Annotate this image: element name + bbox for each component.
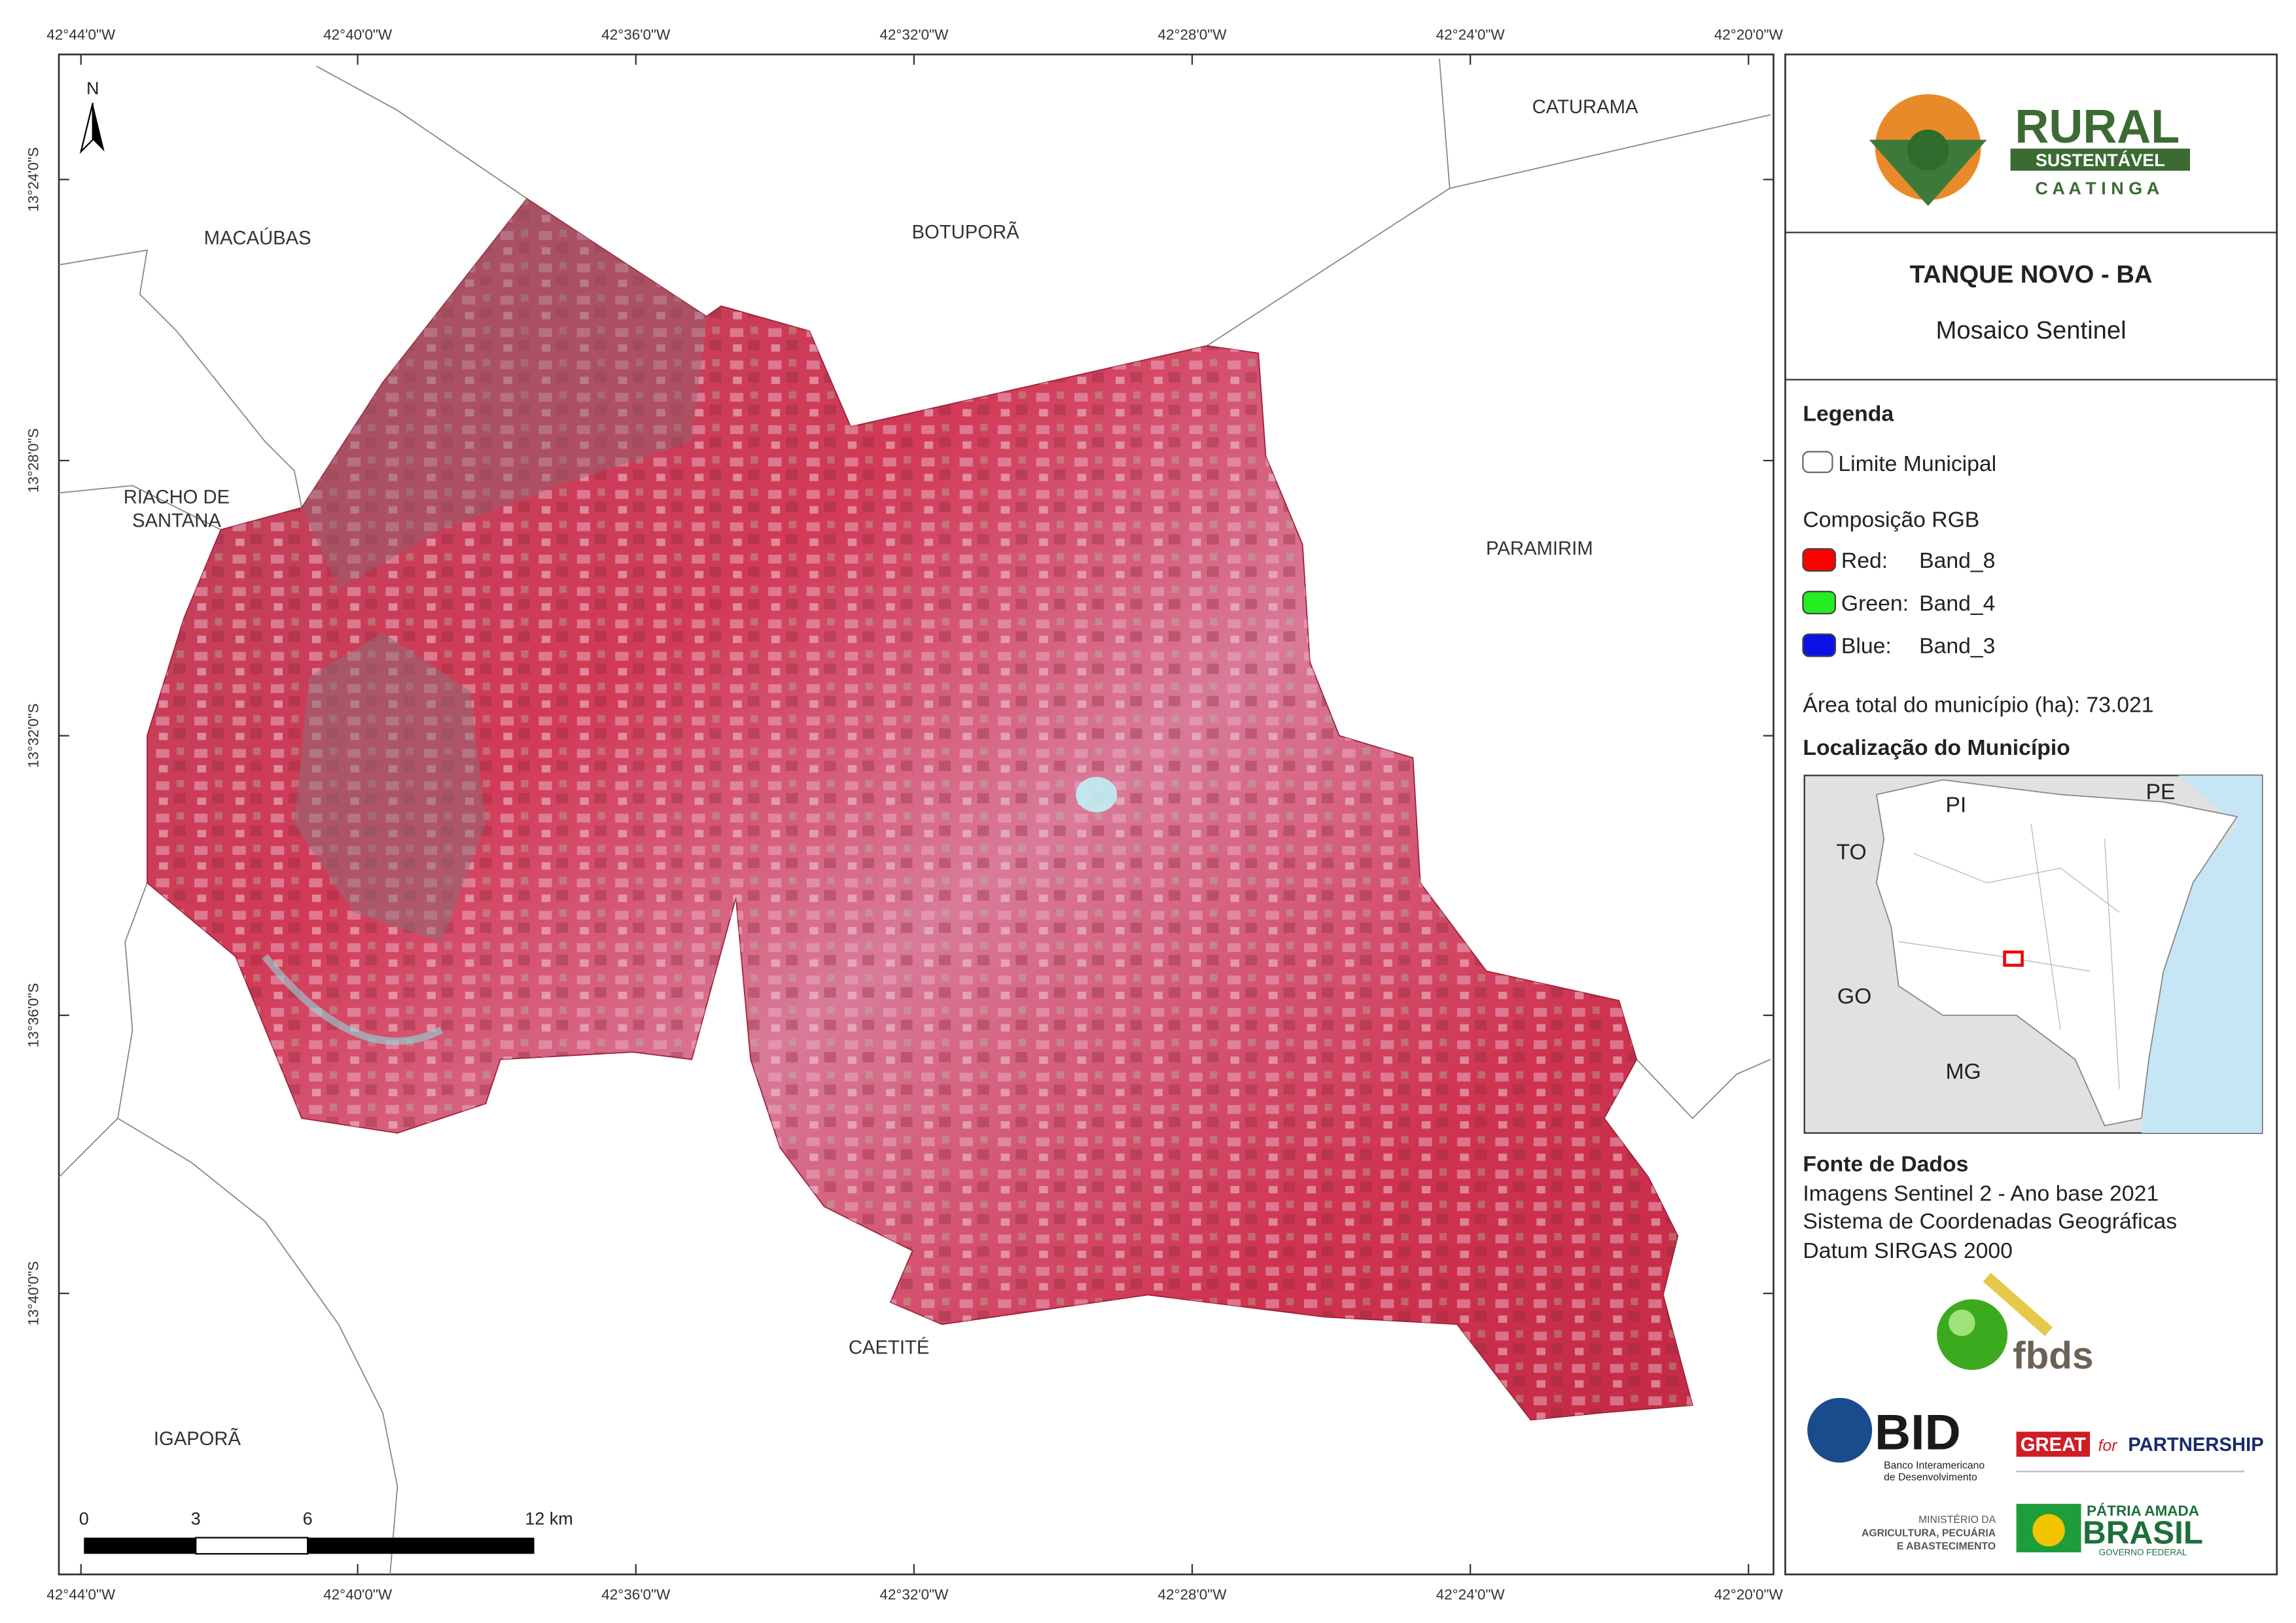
lat-label: 13°36'0"S — [26, 983, 42, 1048]
lon-label: 42°24'0"W — [1436, 1586, 1506, 1603]
sources-heading: Fonte de Dados — [1803, 1151, 1968, 1176]
logo-text: for — [2098, 1437, 2119, 1455]
place-name: BOTUPORÃ — [912, 220, 1020, 243]
logo-text: Banco Interamericano — [1884, 1460, 1985, 1471]
logo-text: GREAT — [2021, 1435, 2086, 1456]
scale-label: 6 — [303, 1509, 313, 1528]
lon-label: 42°24'0"W — [1436, 27, 1506, 43]
lon-label: 42°44'0"W — [46, 1586, 116, 1603]
band-channel: Blue: — [1841, 634, 1892, 659]
state-label: PE — [2146, 779, 2176, 804]
logo-text: MINISTÉRIO DA — [1918, 1513, 1996, 1526]
scale-label: 12 km — [525, 1509, 573, 1528]
logo-text: E ABASTECIMENTO — [1897, 1541, 1996, 1552]
place-name: CATURAMA — [1532, 97, 1638, 118]
state-label: PI — [1945, 793, 1966, 818]
lon-label: 42°32'0"W — [879, 27, 949, 43]
band-swatch — [1802, 633, 1837, 657]
map-subtitle: Mosaico Sentinel — [1936, 316, 2127, 344]
lon-label: 42°36'0"W — [601, 27, 671, 43]
lat-label: 13°24'0"S — [26, 147, 42, 212]
logo-text: PARTNERSHIP — [2128, 1435, 2263, 1456]
sentinel-mosaic — [147, 198, 1693, 1421]
lat-label: 13°28'0"S — [26, 428, 42, 493]
lon-label: 42°36'0"W — [601, 1586, 671, 1603]
band-name: Band_4 — [1919, 591, 1995, 616]
scale-label: 3 — [191, 1509, 201, 1528]
government-logo: MINISTÉRIO DA AGRICULTURA, PECUÁRIA E AB… — [1862, 1503, 2203, 1558]
side-panel: RURAL SUSTENTÁVEL C A A T I N G A TANQUE… — [1784, 53, 2278, 1576]
rural-logo: RURAL SUSTENTÁVEL C A A T I N G A — [1869, 94, 2191, 206]
legend-swatch — [1802, 451, 1833, 474]
location-heading: Localização do Município — [1803, 735, 2070, 760]
map-title: TANQUE NOVO - BA — [1910, 260, 2153, 288]
great-logo: GREAT for PARTNERSHIP — [2016, 1431, 2264, 1473]
scale-label: 0 — [79, 1509, 89, 1528]
band-name: Band_8 — [1919, 548, 1995, 573]
band-swatch — [1802, 548, 1837, 572]
place-name: IGAPORÃ — [154, 1427, 241, 1450]
source-line: Sistema de Coordenadas Geográficas — [1803, 1209, 2177, 1234]
logo-text: GOVERNO FEDERAL — [2099, 1548, 2187, 1558]
logo-text: SUSTENTÁVEL — [2036, 150, 2165, 170]
lon-label: 42°20'0"W — [1714, 1586, 1784, 1603]
place-names: MACAÚBAS BOTUPORÃ CATURAMA RIACHO DE SAN… — [124, 97, 1638, 1450]
location-inset: PI PE TO GO MG — [1803, 775, 2263, 1134]
legend-heading: Legenda — [1803, 401, 1894, 426]
area-text: Área total do município (ha): 73.021 — [1803, 693, 2153, 718]
logo-text: BID — [1875, 1405, 1961, 1461]
state-label: GO — [1837, 984, 1871, 1009]
source-line: Datum SIRGAS 2000 — [1803, 1238, 2012, 1263]
lon-label: 42°40'0"W — [323, 1586, 393, 1603]
bid-logo: BID Banco Interamericano de Desenvolvime… — [1807, 1397, 1985, 1483]
place-name: PARAMIRIM — [1486, 538, 1593, 559]
state-label: TO — [1837, 840, 1867, 865]
lon-label: 42°32'0"W — [879, 1586, 949, 1603]
band-channel: Green: — [1841, 591, 1909, 616]
legend-item: Composição RGB — [1803, 507, 1979, 532]
north-label: N — [86, 79, 99, 98]
north-arrow: N — [79, 79, 105, 154]
scale-bar: 0 3 6 12 km — [79, 1509, 573, 1555]
lat-label: 13°40'0"S — [26, 1261, 42, 1326]
legend-item: Limite Municipal — [1838, 451, 1996, 476]
lon-label: 42°28'0"W — [1157, 1586, 1227, 1603]
lon-label: 42°20'0"W — [1714, 27, 1784, 43]
logo-text: fbds — [2013, 1335, 2093, 1377]
place-name: MACAÚBAS — [204, 227, 311, 249]
band-channel: Red: — [1841, 548, 1888, 573]
municipal-boundaries — [58, 58, 1771, 1575]
source-line: Imagens Sentinel 2 - Ano base 2021 — [1803, 1181, 2159, 1206]
place-name: SANTANA — [132, 510, 221, 531]
place-name: CAETITÉ — [849, 1336, 929, 1358]
logo-text: RURAL — [2015, 101, 2180, 153]
logo-text: AGRICULTURA, PECUÁRIA — [1862, 1526, 1996, 1539]
place-name: RIACHO DE — [124, 487, 230, 508]
band-legend: Red: Band_8 Green: Band_4 Blue: Band_3 — [1802, 548, 1995, 659]
lon-label: 42°28'0"W — [1157, 27, 1227, 43]
logo-text: C A A T I N G A — [2035, 179, 2159, 198]
band-name: Band_3 — [1919, 634, 1995, 659]
band-swatch — [1802, 591, 1837, 615]
fbds-logo: fbds — [1937, 1272, 2094, 1377]
logo-text: de Desenvolvimento — [1884, 1472, 1977, 1483]
lon-label: 42°40'0"W — [323, 27, 393, 43]
lon-label: 42°44'0"W — [46, 27, 116, 43]
lat-label: 13°32'0"S — [26, 703, 42, 768]
logo-text: PÁTRIA AMADA — [2087, 1503, 2199, 1519]
logo-text: BRASIL — [2083, 1515, 2203, 1551]
coordinate-labels: 42°44'0"W 42°40'0"W 42°36'0"W 42°32'0"W 42°2… — [26, 27, 1784, 1603]
state-label: MG — [1945, 1059, 1981, 1084]
